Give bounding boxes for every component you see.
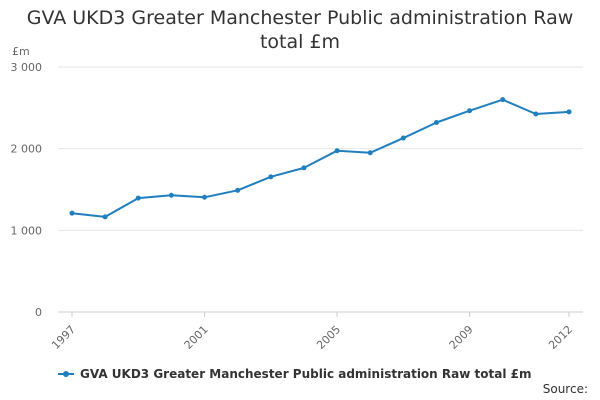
chart-title: GVA UKD3 Greater Manchester Public admin… — [26, 7, 574, 53]
series-line-0 — [71, 98, 570, 218]
data-point-1999[interactable] — [135, 195, 141, 201]
legend-line-marker-icon — [58, 371, 74, 377]
data-point-1997[interactable] — [69, 210, 75, 216]
data-point-2003[interactable] — [268, 174, 274, 180]
legend-series-label: GVA UKD3 Greater Manchester Public admin… — [80, 367, 532, 381]
data-point-2007[interactable] — [400, 135, 406, 141]
data-point-2011[interactable] — [533, 111, 539, 117]
x-tick-label-3: 2009 — [447, 323, 476, 352]
y-axis-unit-label: £m — [12, 45, 30, 58]
y-tick-label-1: 1 000 — [11, 224, 43, 237]
series-layer — [69, 97, 572, 220]
data-point-2010[interactable] — [500, 97, 506, 103]
legend[interactable]: GVA UKD3 Greater Manchester Public admin… — [58, 366, 531, 382]
data-point-2012[interactable] — [566, 109, 572, 115]
data-point-2009[interactable] — [467, 108, 473, 114]
data-point-2006[interactable] — [367, 150, 373, 156]
data-point-1998[interactable] — [102, 214, 108, 220]
x-tick-label-2: 2005 — [314, 323, 343, 352]
data-point-2008[interactable] — [433, 120, 439, 126]
axes — [58, 311, 583, 317]
data-point-2002[interactable] — [235, 187, 241, 193]
gridlines — [58, 66, 583, 231]
data-point-2001[interactable] — [202, 194, 208, 200]
x-tick-label-4: 2012 — [546, 323, 575, 352]
data-point-2005[interactable] — [334, 148, 340, 154]
source-label: Source: — [542, 382, 588, 396]
x-tick-label-0: 1997 — [49, 323, 78, 352]
y-tick-label-3: 3 000 — [11, 61, 43, 74]
y-tick-label-2: 2 000 — [11, 143, 43, 156]
x-tick-label-1: 2001 — [182, 323, 211, 352]
data-point-2000[interactable] — [168, 192, 174, 198]
data-point-2004[interactable] — [301, 165, 307, 171]
y-tick-label-0: 0 — [35, 306, 42, 319]
